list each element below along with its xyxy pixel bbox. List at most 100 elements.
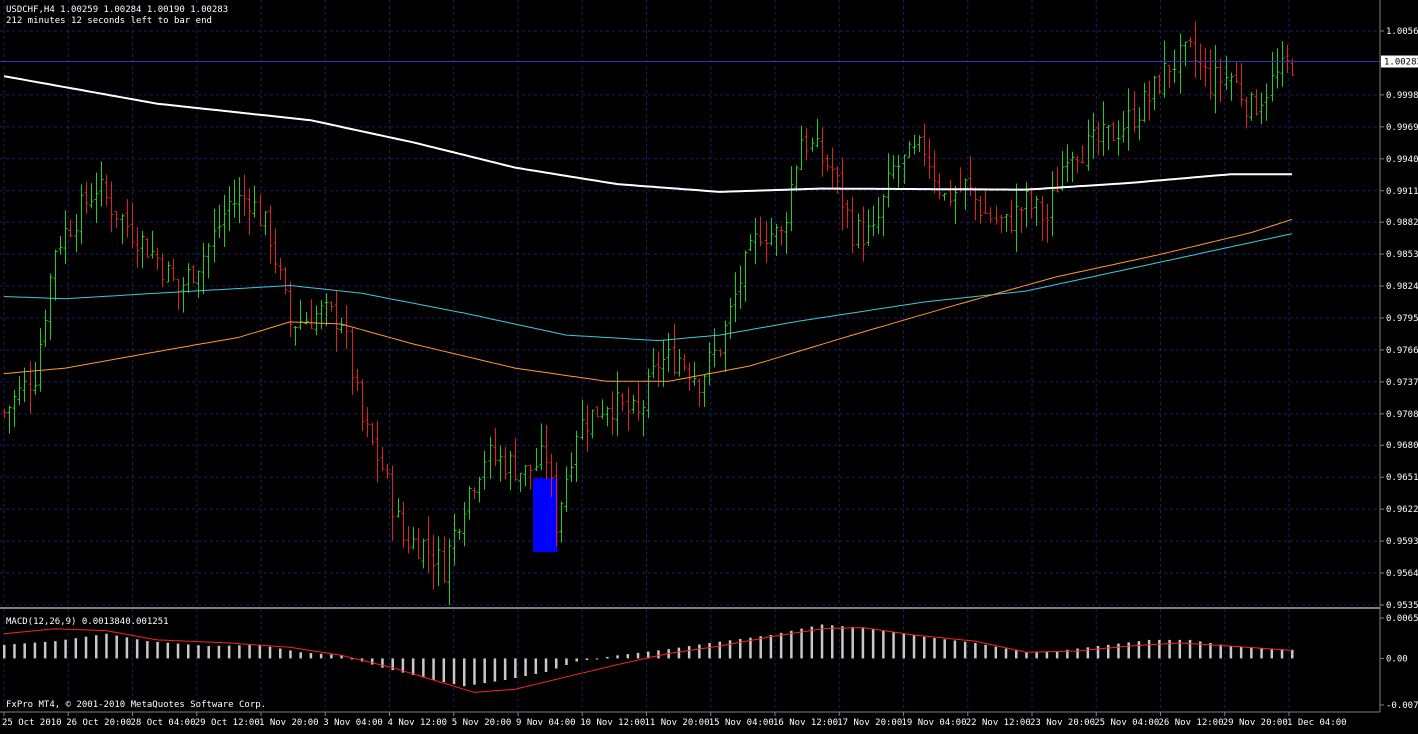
macd-hist-bar	[493, 658, 497, 682]
time-tick-label: 3 Nov 04:00	[323, 718, 383, 728]
macd-hist-bar	[1199, 641, 1202, 659]
macd-hist-bar	[64, 639, 67, 659]
macd-hist-bar	[381, 658, 384, 668]
macd-tick-label: 0.00655	[1386, 614, 1418, 624]
pane-separator[interactable]	[0, 607, 1380, 609]
macd-hist-bar	[636, 652, 640, 659]
macd-tick-label: -0.00755	[1386, 701, 1418, 711]
price-tick-label: 0.97085	[1386, 410, 1418, 420]
macd-hist-bar	[820, 624, 824, 659]
macd-hist-bar	[1209, 642, 1212, 659]
macd-hist-bar	[23, 643, 26, 659]
time-tick-label: 28 Oct 04:00	[131, 718, 196, 728]
macd-hist-bar	[268, 646, 272, 659]
macd-hist-bar	[1117, 643, 1120, 659]
macd-hist-bar	[350, 658, 354, 660]
macd-hist-bar	[616, 655, 619, 659]
macd-hist-bar	[677, 647, 681, 659]
macd-hist-bar	[749, 637, 752, 659]
current-price-line: 1.00283	[0, 55, 1418, 68]
price-tick-label: 0.98825	[1386, 218, 1418, 228]
macd-hist-bar	[156, 641, 159, 659]
macd-hist-bar	[1229, 646, 1233, 659]
macd-hist-bar	[943, 639, 946, 659]
macd-hist-bar	[657, 650, 660, 659]
macd-hist-bar	[514, 658, 517, 679]
macd-hist-bar	[43, 641, 47, 659]
time-tick-label: 11 Nov 20:00	[645, 718, 710, 728]
price-tick-label: 0.98245	[1386, 282, 1418, 292]
macd-hist-bar	[391, 658, 394, 671]
time-tick-label: 16 Nov 12:00	[773, 718, 838, 728]
macd-hist-bar	[125, 637, 129, 659]
moving-averages	[3, 75, 1293, 382]
macd-hist-bar	[974, 642, 977, 659]
copyright-text: FxPro MT4, © 2001-2010 MetaQuotes Softwa…	[6, 700, 266, 710]
macd-hist-bar	[1096, 646, 1100, 659]
macd-hist-bar	[963, 641, 967, 659]
time-tick-label: 17 Nov 20:00	[837, 718, 902, 728]
macd-hist-bar	[135, 639, 139, 659]
macd-hist-bar	[1137, 641, 1141, 659]
macd-hist-bar	[115, 635, 118, 659]
macd-hist-bar	[105, 633, 108, 659]
macd-tick-label: 0.00	[1386, 654, 1408, 664]
macd-hist-bar	[330, 654, 333, 659]
macd-hist-bar	[1015, 650, 1018, 659]
time-tick-label: 26 Oct 20:00	[66, 718, 131, 728]
time-tick-label: 10 Nov 12:00	[580, 718, 645, 728]
price-tick-label: 0.97955	[1386, 314, 1418, 324]
macd-signal-path	[3, 627, 1293, 693]
macd-hist-bar	[1239, 646, 1243, 659]
macd-hist-bar	[217, 645, 221, 659]
macd-axis: 0.00655 0.00 -0.00755	[1380, 614, 1418, 711]
macd-hist-bar	[1270, 648, 1274, 659]
ma-orange-line	[3, 218, 1293, 382]
macd-hist-bar	[1250, 647, 1253, 659]
macd-hist-bar	[1025, 652, 1028, 659]
macd-hist-bar	[1168, 639, 1171, 659]
macd-hist-bar	[473, 658, 476, 685]
macd-hist-bar	[95, 635, 98, 659]
bar-timer: 212 minutes 12 seconds left to bar end	[6, 16, 212, 26]
macd-hist-bar	[882, 630, 885, 659]
macd-hist-bar	[227, 645, 231, 659]
ma-cyan-line	[3, 233, 1293, 342]
time-tick-label: 9 Nov 04:00	[516, 718, 576, 728]
macd-hist-bar	[1178, 639, 1182, 659]
macd-hist-bar	[1147, 639, 1151, 659]
macd-hist-bar	[503, 658, 507, 681]
macd-grid	[3, 609, 1290, 711]
macd-hist-bar	[912, 635, 916, 659]
current-price-tag	[1381, 55, 1418, 68]
time-tick-label: 22 Nov 12:00	[966, 718, 1031, 728]
macd-hist-bar	[841, 626, 844, 659]
macd-hist-bar	[187, 644, 190, 659]
macd-pane[interactable]: 0.00655 0.00 -0.00755	[3, 609, 1418, 711]
macd-hist-bar	[902, 633, 906, 659]
time-tick-label: 25 Nov 04:00	[1094, 718, 1159, 728]
macd-hist-bar	[984, 644, 987, 659]
macd-hist-bar	[13, 644, 16, 659]
macd-hist-bar	[698, 644, 701, 659]
macd-histogram	[3, 624, 1294, 687]
price-tick-label: 0.97665	[1386, 346, 1418, 356]
macd-hist-bar	[411, 658, 415, 676]
time-axis: 25 Oct 2010 26 Oct 20:00 28 Oct 04:00 29 Oc…	[2, 712, 1347, 728]
macd-hist-bar	[279, 648, 282, 659]
macd-hist-bar	[1107, 644, 1110, 659]
macd-hist-bar	[933, 638, 936, 659]
highlight-rectangle[interactable]	[533, 478, 558, 553]
macd-hist-bar	[289, 650, 292, 659]
macd-hist-bar	[534, 658, 538, 674]
macd-hist-bar	[1219, 644, 1222, 659]
